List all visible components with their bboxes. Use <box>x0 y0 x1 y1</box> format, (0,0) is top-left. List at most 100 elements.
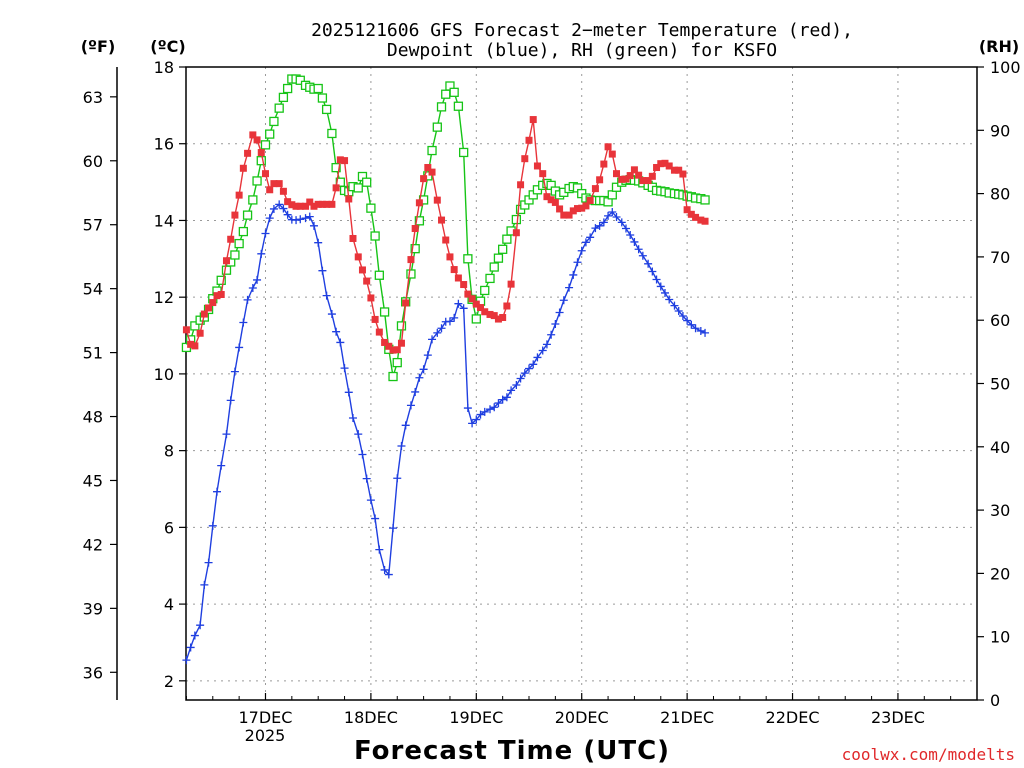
temperature-point <box>569 207 577 215</box>
dewpoint-point <box>243 295 252 304</box>
temperature-point <box>371 315 379 323</box>
dewpoint-point <box>248 283 257 292</box>
temperature-point <box>438 216 446 224</box>
temperature-point <box>675 166 683 174</box>
dewpoint-point <box>401 421 410 430</box>
dewpoint-point <box>375 545 384 554</box>
rh-point <box>700 195 710 205</box>
rh-point <box>607 190 617 200</box>
temperature-point <box>565 211 573 219</box>
celsius-tick-label: 8 <box>164 442 174 461</box>
temperature-point <box>670 166 678 174</box>
grid-lines <box>186 66 977 700</box>
dewpoint-point <box>182 656 191 665</box>
rh-point <box>471 314 481 324</box>
fahrenheit-tick-label: 60 <box>83 152 103 171</box>
dewpoint-point <box>565 283 574 292</box>
rh-point <box>414 216 425 226</box>
temperature-point <box>266 186 274 194</box>
temperature-point <box>253 136 261 144</box>
temperature-point <box>450 266 458 274</box>
temperature-point <box>665 162 673 170</box>
x-tick-label: 18DEC <box>344 708 398 727</box>
rh-point <box>221 265 232 275</box>
rh-point <box>353 183 363 193</box>
temperature-point <box>288 201 296 209</box>
fahrenheit-tick-label: 51 <box>83 344 103 363</box>
rh-point <box>248 195 258 205</box>
dewpoint-point <box>656 282 665 291</box>
temperature-point <box>591 185 599 193</box>
temperature-point <box>613 170 621 178</box>
temperature-point <box>648 172 656 180</box>
rh-point <box>370 231 380 241</box>
temperature-point <box>539 170 547 178</box>
dewpoint-point <box>463 404 472 413</box>
temperature-point <box>270 180 278 188</box>
rh-point <box>611 182 622 192</box>
series-temperature <box>182 116 709 354</box>
chart-title-line2: Dewpoint (blue), RH (green) for KSFO <box>387 40 777 61</box>
temperature-point <box>284 198 292 206</box>
fahrenheit-tick-label: 54 <box>83 280 103 299</box>
temperature-point <box>420 175 428 183</box>
rh-point <box>265 129 275 139</box>
temperature-point <box>547 196 555 204</box>
temperature-point <box>292 202 300 210</box>
chart-title-line1: 2025121606 GFS Forecast 2−meter Temperat… <box>311 20 853 41</box>
temperature-point <box>596 176 604 184</box>
temperature-point <box>551 198 559 206</box>
rh-point <box>282 83 293 94</box>
dewpoint-point <box>292 216 301 225</box>
rh-point <box>485 273 495 284</box>
watermark: coolwx.com/modelts <box>842 745 1015 764</box>
dewpoint-point <box>612 213 621 222</box>
rh-tick-label: 40 <box>990 438 1010 457</box>
dewpoint-point <box>502 393 511 402</box>
rh-point <box>242 210 253 220</box>
temperature-point <box>639 177 647 185</box>
temperature-point <box>697 216 705 224</box>
temperature-point <box>503 302 511 310</box>
rh-point <box>366 203 376 213</box>
temperature-point <box>279 187 287 195</box>
temperature-point <box>191 342 199 350</box>
dewpoint-point <box>621 224 630 233</box>
dewpoint-point <box>332 327 341 336</box>
rh-point <box>331 162 341 173</box>
dewpoint-point <box>327 310 336 319</box>
dewpoint-point <box>516 374 525 383</box>
dewpoint-point <box>599 218 608 227</box>
temperature-point <box>428 168 436 176</box>
temperature-point <box>529 116 537 124</box>
dewpoint-point <box>226 396 235 405</box>
dewpoint-point <box>239 318 248 327</box>
dewpoint-point <box>687 320 696 329</box>
temperature-point <box>618 175 626 183</box>
dewpoint-point <box>533 353 542 362</box>
rh-point <box>252 176 262 186</box>
dewpoint-point <box>512 381 521 390</box>
temperature-point <box>556 205 564 213</box>
dewpoint-point <box>344 388 353 397</box>
unit-celsius-label: (ºC) <box>150 37 185 56</box>
rh-point <box>406 269 416 279</box>
fahrenheit-tick-label: 63 <box>83 88 103 107</box>
dewpoint-point <box>415 373 424 382</box>
dewpoint-point <box>411 387 420 396</box>
temperature-point <box>692 213 700 221</box>
temperature-point <box>296 202 304 210</box>
temperature-point <box>306 198 314 206</box>
rh-point <box>269 116 279 127</box>
dewpoint-point <box>371 514 380 523</box>
dewpoint-point <box>336 338 345 347</box>
temperature-point <box>630 166 638 174</box>
dewpoint-point <box>275 200 284 209</box>
dewpoint-point <box>595 221 604 230</box>
fahrenheit-tick-label: 48 <box>83 408 103 427</box>
dewpoint-point <box>678 311 687 320</box>
rh-point <box>432 122 442 132</box>
dewpoint-point <box>419 365 428 374</box>
rh-point <box>388 371 398 382</box>
